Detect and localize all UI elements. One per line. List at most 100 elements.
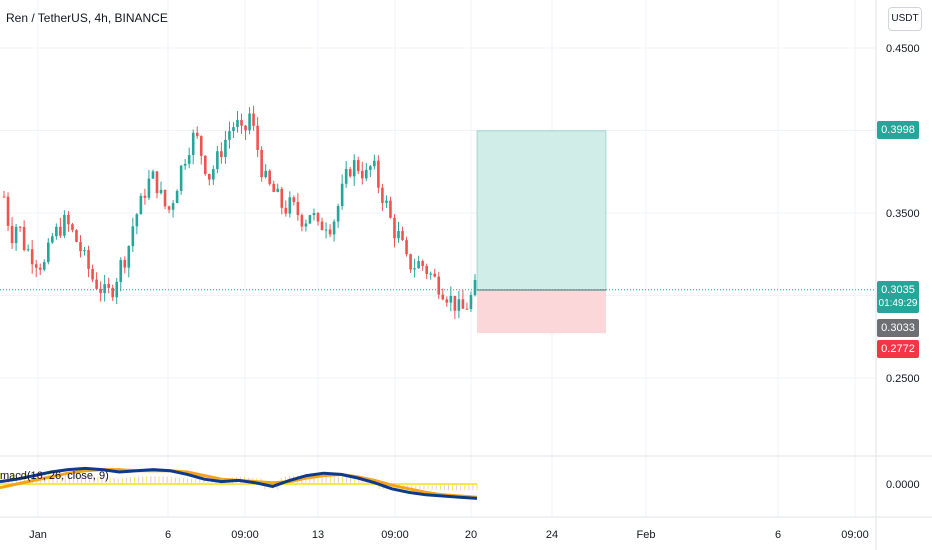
candle	[461, 290, 465, 309]
last-price-value: 0.3035	[881, 284, 915, 296]
candle	[18, 226, 22, 232]
candle	[389, 196, 392, 219]
candle	[99, 281, 102, 302]
candle	[59, 217, 62, 239]
candle	[324, 222, 328, 239]
candle	[381, 183, 384, 212]
macd-indicator-label[interactable]: macd(16, 26, close, 9)	[0, 470, 109, 482]
candle	[421, 259, 424, 271]
candle	[352, 154, 356, 186]
candle	[71, 222, 74, 233]
candle	[131, 217, 135, 252]
candle	[300, 213, 304, 232]
candle	[417, 255, 420, 269]
stop-zone[interactable]	[477, 290, 606, 334]
candle	[191, 129, 195, 165]
time-tick-label: 20	[465, 529, 477, 541]
candle	[34, 259, 38, 278]
candle	[75, 229, 78, 243]
candle	[385, 195, 388, 209]
target-zone[interactable]	[476, 130, 607, 291]
time-tick-label: 24	[546, 529, 558, 541]
candle	[413, 258, 416, 278]
candle	[139, 193, 143, 215]
candle	[228, 121, 231, 149]
candle	[224, 130, 227, 164]
candle	[30, 239, 34, 274]
take-profit-price-tag: 0.3998	[877, 121, 919, 139]
price-axis[interactable]: 0.4500 0.3500 0.2500	[886, 43, 920, 385]
candle	[203, 155, 207, 176]
candle	[167, 205, 171, 214]
candle	[453, 295, 457, 320]
candle	[135, 213, 139, 235]
macd-line	[0, 466, 478, 500]
candle	[316, 212, 320, 226]
candle	[304, 219, 308, 232]
time-axis[interactable]: Jan 6 09:00 13 09:00 20 24 Feb 6 09:00	[29, 529, 869, 541]
candle	[469, 291, 473, 312]
candle	[397, 221, 400, 243]
candle	[356, 156, 360, 175]
time-tick-label: Feb	[637, 529, 656, 541]
candle	[147, 169, 151, 201]
candle	[220, 142, 223, 164]
price-tick-label: 0.2500	[886, 373, 920, 385]
candle	[441, 288, 445, 301]
candle	[252, 105, 255, 131]
time-tick-label: 6	[775, 529, 781, 541]
candle	[465, 302, 469, 310]
currency-button[interactable]: USDT	[888, 7, 922, 31]
candle	[42, 259, 46, 272]
candle	[280, 186, 284, 215]
candle	[79, 235, 82, 258]
candle	[195, 126, 199, 139]
candle	[256, 117, 259, 158]
candlesticks	[2, 105, 477, 320]
candle	[163, 189, 167, 210]
candle	[155, 171, 159, 199]
symbol-title[interactable]: Ren / TetherUS, 4h, BINANCE	[6, 11, 168, 25]
candle	[393, 214, 396, 248]
price-tick-label: 0.3500	[886, 208, 920, 220]
candle	[332, 219, 336, 242]
candle	[429, 271, 433, 280]
candle	[51, 232, 54, 245]
candle	[87, 245, 90, 278]
candle	[437, 271, 441, 300]
candle	[83, 246, 86, 256]
candle	[401, 226, 404, 241]
time-tick-label: 6	[165, 529, 171, 541]
candle	[449, 286, 453, 312]
candle	[260, 146, 263, 182]
candle	[151, 169, 155, 179]
candle	[95, 272, 98, 291]
candle	[292, 195, 296, 206]
candle	[38, 263, 42, 276]
stop-loss-price-tag: 0.2772	[877, 340, 919, 358]
candle	[212, 165, 215, 185]
candle	[26, 244, 30, 252]
time-tick-label: 09:00	[841, 529, 869, 541]
candle	[248, 107, 251, 135]
candle	[14, 224, 18, 251]
candle	[365, 162, 368, 182]
price-tick-label: 0.4500	[886, 43, 920, 55]
candle	[123, 256, 127, 274]
candle	[107, 277, 110, 294]
candle	[348, 166, 352, 178]
candle	[308, 214, 312, 225]
candle	[344, 161, 348, 188]
candle	[22, 220, 26, 252]
candle	[127, 245, 131, 278]
candle	[171, 200, 175, 218]
candle	[473, 274, 477, 297]
candle	[360, 161, 364, 185]
candle	[369, 164, 372, 177]
last-price-tag: 0.3035 01:49:29	[877, 281, 919, 313]
candle	[409, 253, 412, 273]
candle	[276, 183, 280, 193]
candle	[425, 263, 428, 280]
candle	[187, 147, 191, 169]
